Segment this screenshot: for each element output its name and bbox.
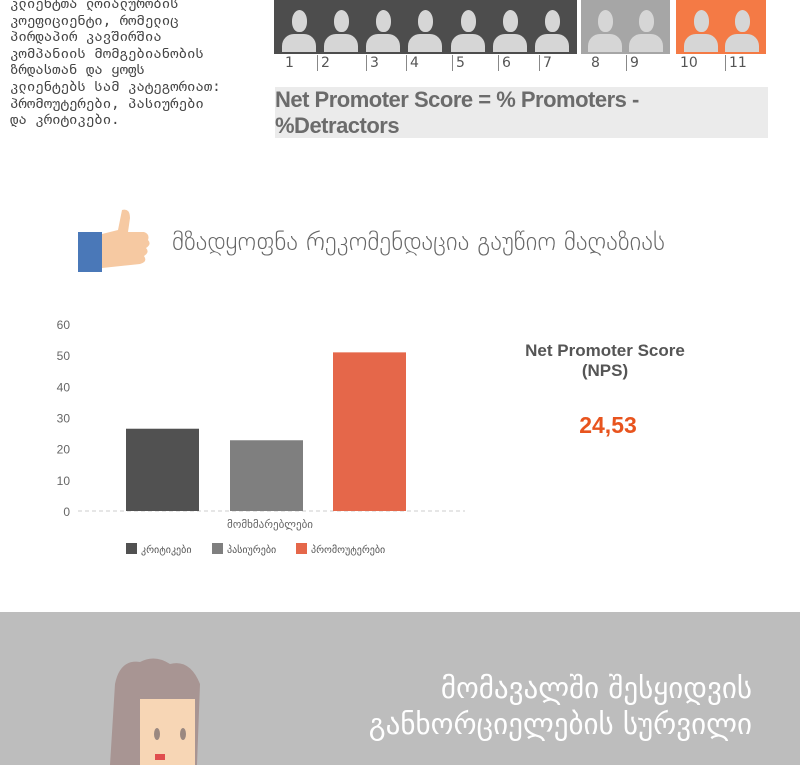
nps-title: Net Promoter Score (NPS) [505,341,705,381]
person-icon [492,8,528,54]
y-tick-label: 30 [57,412,71,426]
y-tick-label: 50 [57,349,71,363]
scale-number: 10 [680,55,698,71]
person-icon [628,8,664,54]
legend-swatch [296,543,307,554]
person-icon [281,8,317,54]
nps-title-line1: Net Promoter Score [525,341,685,360]
scale-number: 7 [539,55,552,71]
scale-number: 6 [498,55,511,71]
y-tick-label: 40 [57,380,71,394]
scale-group [581,0,670,54]
waitress-illustration-icon [110,658,200,765]
person-icon [587,8,623,54]
person-icon [724,8,760,54]
nps-value: 24,53 [579,412,637,438]
thumbs-up-icon [78,209,150,272]
scale-group [274,0,577,54]
scale-number: 2 [317,55,330,71]
scale-number: 9 [626,55,639,71]
legend-swatch [126,543,137,554]
scale-number: 8 [591,55,600,71]
bottom-heading: მომავალში შესყიდვის განხორციელების სურვი… [368,671,752,741]
scale-number: 3 [366,55,379,71]
scale-number: 4 [406,55,419,71]
bar [333,352,406,511]
legend-swatch [212,543,223,554]
legend-label: პრომოუტერები [311,544,385,556]
scale-group [676,0,766,54]
scale-number: 5 [452,55,465,71]
bottom-banner: მომავალში შესყიდვის განხორციელების სურვი… [0,612,800,765]
person-icon [450,8,486,54]
y-tick-label: 20 [57,443,71,457]
nps-formula: Net Promoter Score = % Promoters - %Detr… [275,87,768,138]
person-icon [534,8,570,54]
person-icon [407,8,443,54]
y-tick-label: 10 [57,474,71,488]
nps-bar-chart: 0 10 20 30 40 50 60 მომხმარებლები კრიტიკები პასიუ… [57,318,465,556]
y-tick-label: 60 [57,318,71,332]
intro-text: კლიენტთა ლოიალურობის კოეფიციენტი, რომელი… [10,0,221,129]
section-heading: მზადყოფნა რეკომენდაცია გაუწიო მაღაზიას [172,227,665,256]
y-tick-label: 0 [63,505,70,519]
bar [230,440,303,511]
person-icon [323,8,359,54]
x-category-label: მომხმარებლები [227,518,313,531]
person-icon [683,8,719,54]
scale-number: 1 [285,55,294,71]
nps-title-line2: (NPS) [581,361,629,380]
bar [126,428,199,511]
scale-number: 11 [725,55,747,71]
legend-label: კრიტიკები [141,544,192,556]
person-icon [365,8,401,54]
legend-label: პასიურები [227,544,276,556]
scale-numbers: 1 2 3 4 5 6 7 8 9 10 11 [274,55,774,73]
